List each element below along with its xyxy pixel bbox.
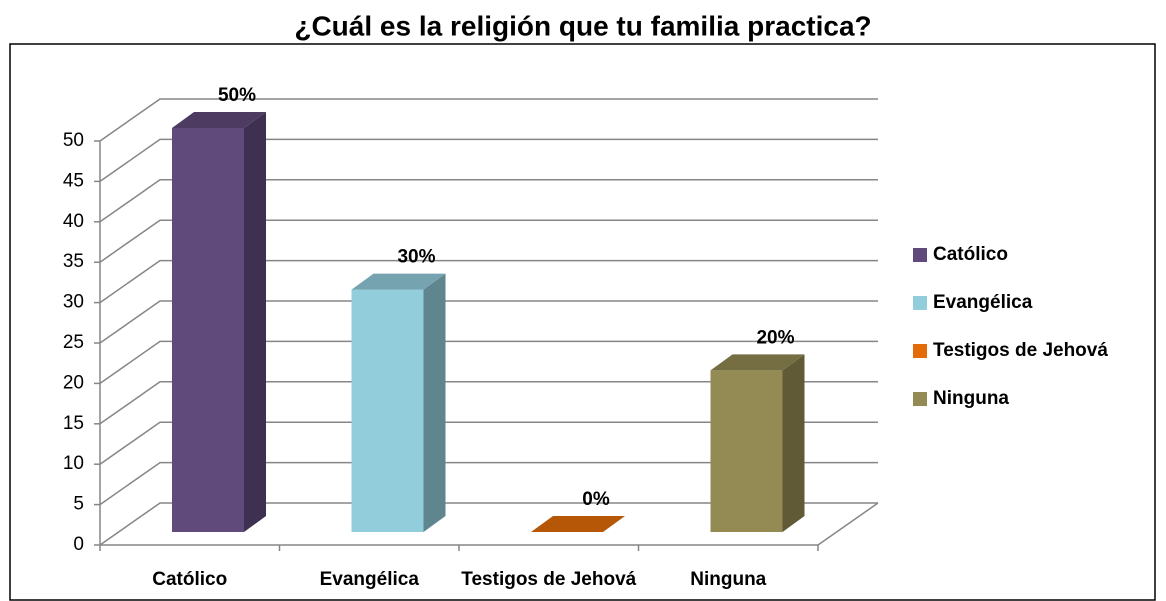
bar-top bbox=[710, 354, 805, 371]
y-tick-label: 10 bbox=[63, 453, 84, 474]
legend-swatch bbox=[913, 248, 927, 262]
grid-line bbox=[99, 259, 878, 304]
grid-line bbox=[99, 98, 878, 142]
y-tick-label: 40 bbox=[63, 211, 84, 232]
bar-top bbox=[531, 516, 625, 532]
bar-side bbox=[782, 354, 805, 532]
y-tick-label: 25 bbox=[63, 332, 84, 353]
legend-label: Ninguna bbox=[933, 388, 1009, 409]
y-tick-label: 5 bbox=[73, 494, 84, 515]
x-tick-label: Testigos de Jehová bbox=[461, 569, 636, 590]
legend-label: Testigos de Jehová bbox=[933, 340, 1108, 361]
bar-top bbox=[351, 273, 446, 290]
legend-label: Evangélica bbox=[933, 292, 1033, 313]
x-tick-label: Evangélica bbox=[320, 569, 420, 590]
bar-side bbox=[423, 273, 446, 532]
grid-line bbox=[99, 179, 878, 223]
grid-line bbox=[99, 219, 878, 263]
grid-line bbox=[99, 421, 878, 465]
chart-title: ¿Cuál es la religión que tu familia prac… bbox=[294, 10, 871, 41]
bar-top bbox=[172, 112, 266, 128]
bar bbox=[710, 370, 783, 532]
y-tick-label: 50 bbox=[63, 130, 84, 151]
legend-swatch bbox=[913, 296, 927, 310]
value-label: 20% bbox=[756, 327, 794, 348]
legend-swatch bbox=[913, 344, 927, 358]
grid-line bbox=[99, 340, 878, 385]
x-tick-label: Católico bbox=[152, 569, 227, 590]
y-tick-label: 45 bbox=[63, 170, 84, 191]
legend-swatch bbox=[913, 392, 927, 406]
x-tick-label: Ninguna bbox=[690, 569, 766, 590]
grid-line bbox=[99, 381, 878, 425]
grid-line bbox=[99, 461, 878, 506]
y-tick-label: 0 bbox=[73, 534, 84, 555]
y-tick-label: 30 bbox=[63, 292, 84, 313]
legend-label: Católico bbox=[933, 244, 1008, 265]
grid-line bbox=[99, 300, 878, 344]
grid-line bbox=[99, 502, 878, 546]
value-label: 50% bbox=[218, 85, 256, 106]
grid-line bbox=[99, 138, 878, 183]
bar bbox=[351, 289, 424, 532]
value-label: 0% bbox=[582, 489, 610, 510]
y-tick-label: 15 bbox=[63, 413, 84, 434]
y-tick-label: 20 bbox=[63, 372, 84, 393]
bar-side bbox=[244, 112, 266, 532]
bar bbox=[172, 128, 244, 532]
y-tick-label: 35 bbox=[63, 251, 84, 272]
value-label: 30% bbox=[397, 247, 435, 268]
